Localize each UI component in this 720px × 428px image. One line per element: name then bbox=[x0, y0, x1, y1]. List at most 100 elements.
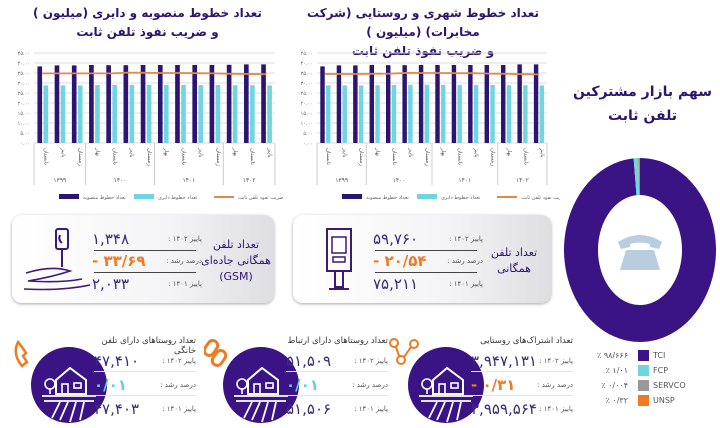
legend-swatch bbox=[342, 194, 362, 199]
village-house-icon bbox=[408, 347, 484, 423]
payphone-growth-label: درصد رشد : bbox=[447, 257, 483, 265]
active-bar bbox=[457, 85, 462, 143]
gsm-value-1401: ۲,۰۳۳ bbox=[92, 275, 129, 293]
rural-subs-stat: تعداد اشتراک‌های روستایی پاییز ۱۴۰۲ :۳,۹… bbox=[385, 328, 575, 428]
installed-bar bbox=[451, 65, 457, 143]
installed-bar bbox=[157, 65, 163, 143]
year-label: ۱۳۹۹ bbox=[53, 177, 66, 184]
installed-bar bbox=[353, 65, 358, 143]
value-1402: ۴۷,۴۱۰ bbox=[94, 351, 140, 370]
y-tick-label: ۱۰.۰۰ bbox=[18, 121, 30, 127]
phone-handset-icon bbox=[14, 339, 29, 368]
gsm-value-1402: ۱,۳۴۸ bbox=[92, 230, 129, 248]
x-category-label: تابستان bbox=[111, 148, 117, 165]
installed-bar bbox=[501, 65, 506, 143]
x-category-label: پاییز bbox=[129, 147, 135, 158]
legend-label: TCI bbox=[653, 351, 666, 360]
installed-bar bbox=[192, 65, 198, 143]
villages-home-stat: تعداد روستاهای دارای تلفن خانگی پاییز ۱۴… bbox=[8, 328, 198, 428]
installed-bar bbox=[369, 65, 375, 143]
urban-rural-lines-chart: ۰.۰۰ ۵.۰۰ ۱۰.۰۰ ۱۵.۰۰ ۲۰.۰۰ ۲۵.۰۰ ۳۰.۰۰ ۳۵.۰۰ ۴۰… bbox=[301, 51, 560, 201]
telephone-icon bbox=[618, 235, 662, 270]
legend-percent: ۰/۰۰۴ ٪ bbox=[601, 381, 628, 390]
legend-label: تعداد خطوط دایری bbox=[441, 195, 481, 201]
y-tick-label: ۳۵.۰۰ bbox=[301, 71, 313, 77]
installed-bar bbox=[244, 64, 249, 143]
installed-bar bbox=[209, 65, 215, 143]
chart1-title: تعداد خطوط منصوبه و دایری (میلیون ) و ضری… bbox=[33, 6, 262, 39]
x-category-label: زمستان bbox=[490, 148, 496, 166]
legend-swatch bbox=[638, 395, 649, 406]
y-tick-label: ۱۰.۰۰ bbox=[301, 121, 313, 127]
donut-slice-servco bbox=[638, 158, 640, 196]
active-bar bbox=[326, 85, 331, 143]
x-category-label: تابستان bbox=[249, 148, 255, 165]
active-bar bbox=[523, 85, 528, 143]
growth-value: ۰/۰۱ bbox=[286, 375, 319, 394]
installed-bar bbox=[320, 66, 325, 143]
x-category-label: زمستان bbox=[146, 148, 152, 166]
value-1402: ۵۱,۵۰۹ bbox=[286, 351, 332, 370]
active-bar bbox=[129, 85, 135, 143]
active-bar bbox=[424, 84, 430, 143]
installed-bar bbox=[37, 66, 43, 143]
y-tick-label: ۱۵.۰۰ bbox=[301, 111, 313, 117]
y-tick-label: ۳۰.۰۰ bbox=[301, 81, 313, 87]
year-label: ۱۴۰۰ bbox=[393, 177, 406, 184]
year-label: ۱۴۰۲ bbox=[243, 177, 256, 184]
x-category-label: زمستان bbox=[77, 148, 83, 166]
active-bar bbox=[250, 85, 255, 143]
legend-label: SERVCO bbox=[653, 381, 686, 390]
label-1401: پاییز ۱۴۰۱ : bbox=[354, 405, 388, 413]
year-label: ۱۳۹۹ bbox=[335, 177, 348, 184]
gsm-payphone-card: تعداد تلفن همگانی جاده‌ای (GSM) پاییز ۱۴… bbox=[12, 215, 274, 303]
x-category-label: پاییز bbox=[342, 147, 348, 158]
legend-label: تعداد خطوط دایری bbox=[158, 195, 198, 201]
legend-swatch bbox=[417, 194, 437, 199]
x-category-label: بهار bbox=[506, 147, 512, 157]
label-1402: پاییز ۱۴۰۲ : bbox=[539, 356, 573, 365]
y-tick-label: ۵.۰۰ bbox=[20, 131, 30, 137]
donut-slice-tci bbox=[564, 158, 716, 342]
installed-bar bbox=[261, 64, 266, 143]
active-bar bbox=[112, 85, 117, 143]
chain-link-icon bbox=[204, 339, 228, 367]
active-bar bbox=[43, 85, 49, 143]
legend-swatch bbox=[638, 350, 649, 361]
installed-bar bbox=[402, 65, 407, 143]
active-bar bbox=[232, 85, 238, 143]
gsm-growth-label: درصد رشد : bbox=[166, 257, 202, 265]
donut-slice-unsp bbox=[638, 158, 640, 196]
active-bar bbox=[95, 85, 100, 143]
active-bar bbox=[146, 84, 152, 143]
y-tick-label: ۲۵.۰۰ bbox=[301, 91, 313, 97]
y-tick-label: ۵.۰۰ bbox=[303, 131, 313, 137]
active-bar bbox=[215, 85, 221, 143]
value-1402: ۳,۹۴۷,۱۳۱ bbox=[471, 351, 537, 370]
payphone-value-1402: ۵۹,۷۶۰ bbox=[373, 230, 419, 248]
legend-item-servco: ۰/۰۰۴ ٪ SERVCO bbox=[590, 380, 686, 391]
villages-conn-stat: تعداد روستاهای دارای ارتباط پاییز ۱۴۰۲ :… bbox=[200, 328, 390, 428]
x-category-label: پاییز bbox=[539, 147, 545, 158]
growth-label: درصد رشد : bbox=[352, 380, 388, 389]
legend-item-unsp: ۰/۳۲ ٪ UNSP bbox=[590, 395, 675, 406]
active-bar bbox=[441, 85, 446, 143]
label-1402: پاییز ۱۴۰۲ : bbox=[162, 356, 196, 365]
y-tick-label: ۳۰.۰۰ bbox=[18, 81, 30, 87]
legend-percent: ۹۸/۶۶۶ ٪ bbox=[596, 351, 628, 360]
y-tick-label: ۲۰.۰۰ bbox=[301, 101, 313, 107]
active-bar bbox=[163, 85, 169, 143]
x-category-label: پاییز bbox=[407, 147, 413, 158]
gsm-label-1401: پاییز ۱۴۰۱ : bbox=[168, 280, 202, 288]
y-tick-label: ۲۰.۰۰ bbox=[18, 101, 30, 107]
active-bar bbox=[77, 85, 83, 143]
gsm-label-1402: پاییز ۱۴۰۲ : bbox=[168, 235, 202, 243]
label-1401: پاییز ۱۴۰۱ : bbox=[162, 405, 196, 413]
payphone-label-1402: پاییز ۱۴۰۲ : bbox=[449, 235, 483, 243]
x-category-label: پاییز bbox=[60, 147, 66, 158]
payphone-title: تعداد تلفن همگانی bbox=[490, 246, 538, 275]
x-category-label: پاییز bbox=[266, 147, 272, 158]
installed-bar bbox=[336, 65, 342, 143]
installed-bar bbox=[435, 65, 440, 143]
payphone-label-1401: پاییز ۱۴۰۱ : bbox=[449, 280, 483, 288]
